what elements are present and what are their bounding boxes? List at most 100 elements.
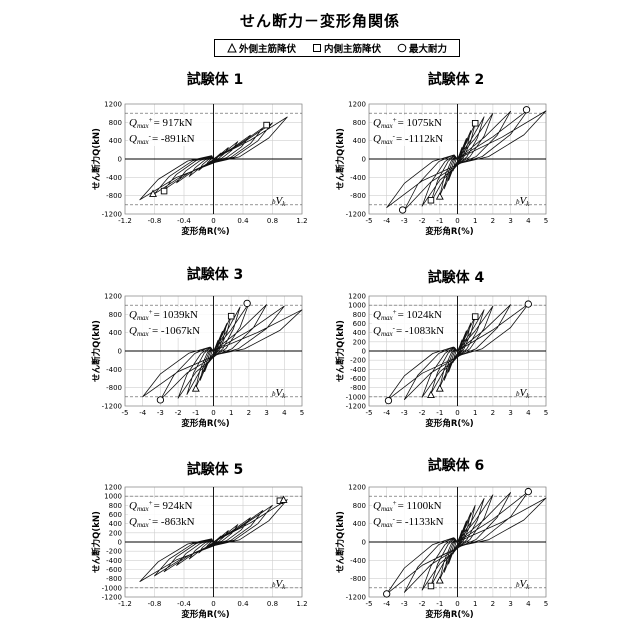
x-tick-label: 4 — [526, 409, 531, 417]
q-sub: max — [137, 521, 150, 529]
x-tick-label: -4 — [383, 217, 391, 225]
y-tick-label: -1200 — [102, 403, 122, 411]
q-sup: + — [393, 116, 397, 124]
y-tick-label: -1000 — [102, 584, 122, 592]
y-tick-label: 1200 — [348, 293, 366, 301]
y-tick-label: 400 — [109, 137, 122, 145]
x-tick-label: -2 — [419, 217, 426, 225]
q-value: = -1083kN — [396, 325, 444, 337]
q-symbol: Q — [129, 133, 137, 145]
y-tick-label: -200 — [106, 548, 122, 556]
x-axis-label: 変形角R(%) — [181, 609, 229, 620]
q-value: = 924kN — [154, 500, 193, 512]
x-tick-label: -2 — [419, 600, 426, 608]
bvk-sub: k — [282, 583, 286, 591]
x-tick-label: -5 — [366, 217, 373, 225]
y-tick-label: -800 — [106, 575, 122, 583]
y-tick-label: 0 — [362, 348, 366, 356]
y-tick-label: 400 — [109, 329, 122, 337]
y-tick-label: 1200 — [348, 484, 366, 492]
x-axis-label: 変形角R(%) — [181, 418, 229, 429]
q-value: = -863kN — [152, 516, 195, 528]
outer-yield-marker — [437, 385, 443, 391]
x-tick-label: 1 — [229, 409, 233, 417]
y-tick-label: 0 — [362, 156, 366, 164]
x-tick-label: -1 — [192, 409, 199, 417]
x-tick-label: -1.2 — [118, 600, 132, 608]
q-sup: + — [149, 116, 153, 124]
chart-title: 試験体 3 — [187, 266, 244, 283]
outer-yield-marker — [437, 577, 443, 583]
q-sub: max — [137, 314, 150, 322]
x-tick-label: -4 — [383, 600, 391, 608]
q-sub: max — [137, 122, 150, 130]
max-strength-marker — [525, 488, 531, 494]
q-symbol: Q — [129, 500, 137, 512]
y-tick-label: -400 — [350, 557, 366, 565]
x-tick-label: 0.8 — [267, 600, 278, 608]
y-tick-label: 800 — [353, 311, 366, 319]
chart-panel-5: 試験体 5120010008006004002000-200-400-600-8… — [91, 461, 308, 620]
x-tick-label: 4 — [526, 217, 531, 225]
y-tick-label: 400 — [109, 520, 122, 528]
inner-yield-marker — [264, 122, 270, 128]
y-tick-label: 800 — [109, 311, 122, 319]
x-tick-label: -1.2 — [118, 217, 132, 225]
inner-yield-marker — [472, 314, 478, 320]
q-symbol: Q — [129, 516, 137, 528]
y-tick-label: -1200 — [346, 211, 366, 219]
y-tick-label: 800 — [109, 502, 122, 510]
x-tick-label: 0 — [455, 409, 459, 417]
q-sub: max — [381, 330, 394, 338]
q-value: = -891kN — [152, 133, 195, 145]
q-sup: + — [149, 499, 153, 507]
max-strength-marker — [399, 207, 405, 213]
x-tick-label: -2 — [175, 409, 182, 417]
y-tick-label: 200 — [353, 338, 366, 346]
q-sub: max — [381, 505, 394, 513]
y-tick-label: 200 — [109, 529, 122, 537]
x-tick-label: 0 — [211, 217, 215, 225]
max-strength-marker — [385, 397, 391, 403]
x-tick-label: 5 — [544, 409, 548, 417]
y-tick-label: 0 — [118, 539, 122, 547]
q-sup: + — [149, 308, 153, 316]
y-axis-label: せん断力Q(kN) — [91, 511, 102, 573]
q-sup: + — [393, 499, 397, 507]
x-tick-label: 1 — [473, 600, 477, 608]
x-tick-label: -0.8 — [148, 600, 162, 608]
x-tick-label: 3 — [508, 409, 512, 417]
inner-yield-marker — [428, 583, 434, 589]
y-tick-label: 0 — [118, 156, 122, 164]
x-axis-label: 変形角R(%) — [181, 226, 229, 237]
y-tick-label: 1000 — [348, 302, 366, 310]
q-symbol: Q — [373, 309, 381, 321]
y-axis-label: せん断力Q(kN) — [335, 128, 346, 190]
q-value: = 1100kN — [398, 500, 442, 512]
inner-yield-marker — [472, 120, 478, 126]
x-tick-label: 5 — [544, 217, 548, 225]
x-axis-label: 変形角R(%) — [425, 609, 473, 620]
chart-panel-4: 試験体 4120010008006004002000-200-400-600-8… — [335, 269, 548, 429]
y-tick-label: 400 — [353, 520, 366, 528]
x-tick-label: -0.8 — [148, 217, 162, 225]
x-tick-label: 4 — [526, 600, 531, 608]
q-sub: max — [137, 505, 150, 513]
bvk-sub: k — [526, 392, 530, 400]
y-tick-label: -800 — [350, 575, 366, 583]
y-tick-label: -800 — [106, 192, 122, 200]
bvk-sub: k — [282, 200, 286, 208]
q-value: = -1133kN — [396, 516, 444, 528]
x-tick-label: -5 — [366, 409, 373, 417]
y-tick-label: 600 — [353, 320, 366, 328]
q-value: = -1112kN — [396, 133, 443, 145]
y-tick-label: 0 — [118, 348, 122, 356]
x-tick-label: 4 — [282, 409, 287, 417]
x-tick-label: 1 — [473, 409, 477, 417]
q-symbol: Q — [129, 309, 137, 321]
max-strength-marker — [523, 107, 529, 113]
chart-title: 試験体 4 — [428, 269, 485, 286]
bvk-label: bVk — [272, 195, 286, 208]
x-tick-label: -2 — [419, 409, 426, 417]
